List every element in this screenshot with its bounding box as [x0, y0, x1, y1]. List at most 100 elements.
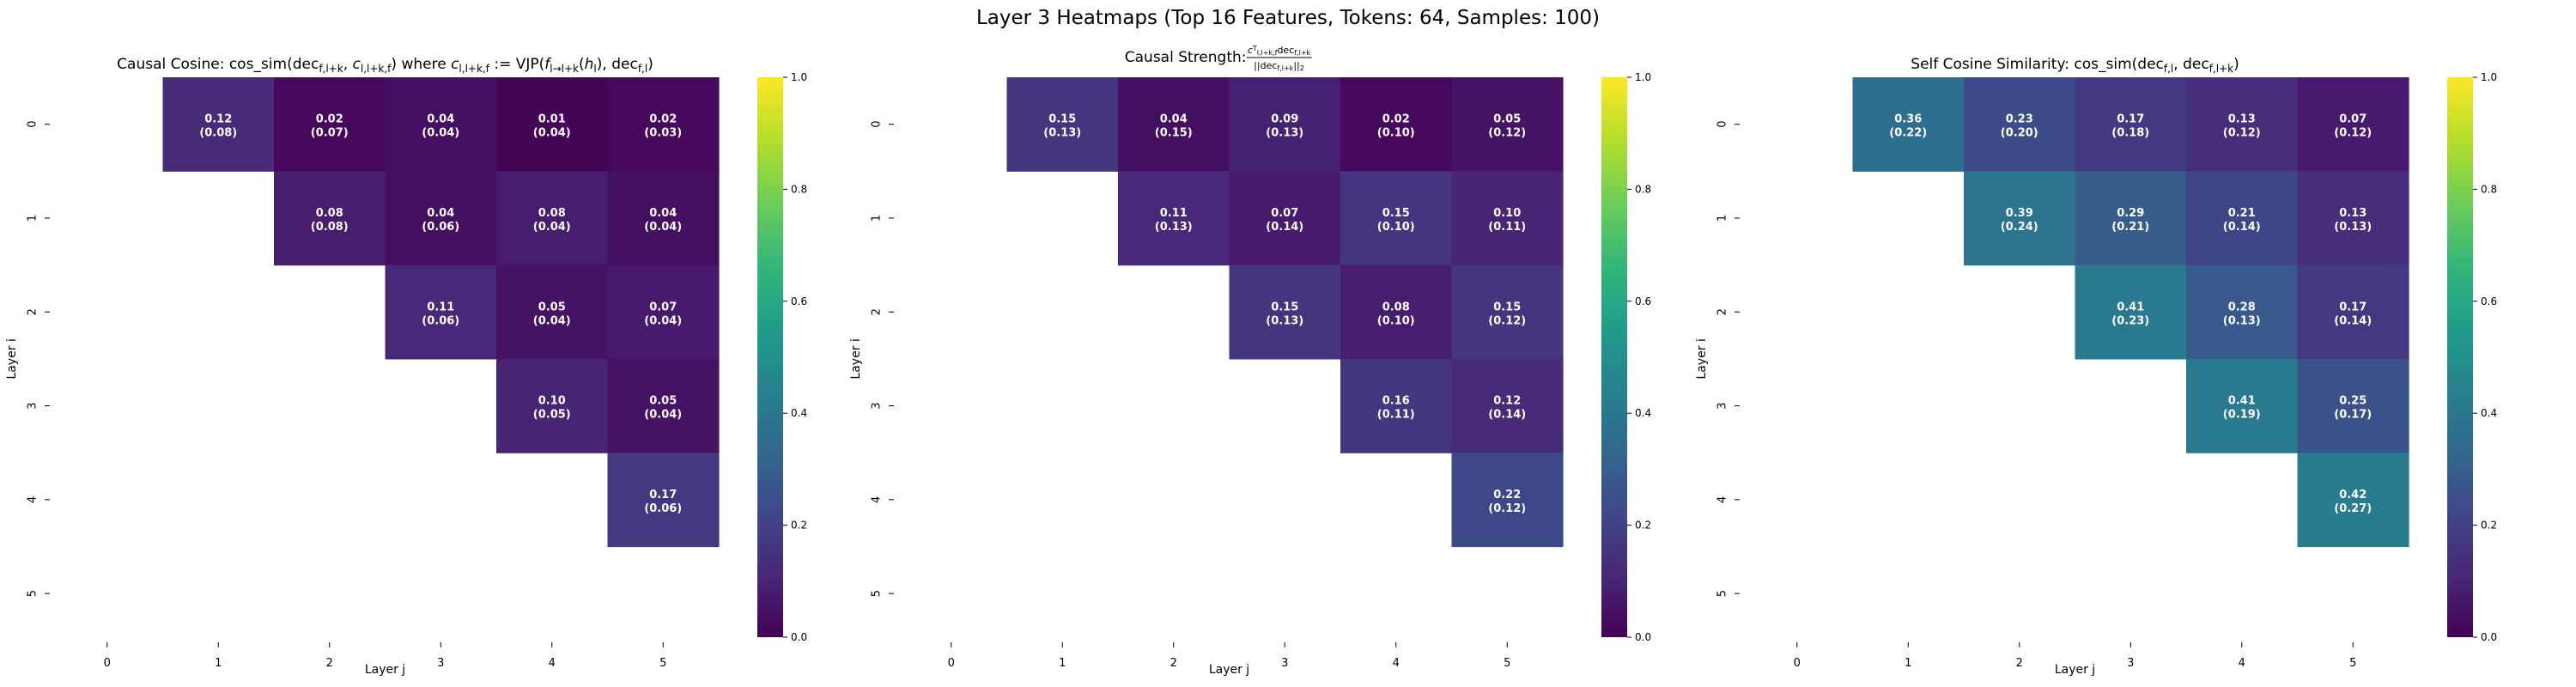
cell-std-label: (0.24)	[2001, 221, 2038, 234]
cell-std-label: (0.04)	[533, 221, 571, 234]
y-tick-label: 0	[871, 121, 884, 128]
x-tick-label: 5	[1504, 657, 1510, 670]
cell-std-label: (0.05)	[533, 409, 571, 422]
cell-std-label: (0.14)	[1266, 221, 1303, 234]
colorbar-tick-label: 0.0	[791, 631, 807, 643]
panel-title: Causal Strength:	[1125, 49, 1247, 66]
y-tick-label: 4	[1716, 496, 1729, 503]
cell-std-label: (0.12)	[1488, 502, 1526, 515]
cell-std-label: (0.04)	[644, 314, 682, 327]
cell-value-label: 0.42	[2339, 489, 2366, 502]
x-tick-label: 1	[215, 657, 222, 670]
heatmap-cell	[496, 358, 609, 453]
colorbar-tick-label: 0.8	[1635, 183, 1651, 195]
heatmap-cell	[496, 77, 609, 172]
cell-value-label: 0.07	[2339, 113, 2366, 126]
heatmap-cell	[2186, 171, 2299, 266]
colorbar-tick-label: 0.6	[2481, 295, 2497, 307]
cell-std-label: (0.17)	[2334, 409, 2372, 422]
cell-value-label: 0.17	[2339, 301, 2366, 313]
heatmap-cell	[1451, 264, 1564, 360]
heatmap-cell	[1852, 77, 1965, 172]
cell-value-label: 0.05	[538, 301, 566, 313]
heatmap-cell	[1229, 77, 1341, 172]
heatmap-cell	[607, 77, 720, 172]
heatmap-cell	[2297, 77, 2409, 172]
heatmap-cell	[1451, 453, 1564, 548]
heatmap-panel-3: Self Cosine Similarity: cos_sim(decf,l, …	[1695, 56, 2497, 677]
colorbar-tick-label: 0.4	[2481, 407, 2497, 419]
cell-value-label: 0.04	[427, 207, 454, 220]
x-tick-label: 3	[2127, 657, 2134, 670]
heatmap-cell	[385, 77, 497, 172]
colorbar-tick-label: 0.8	[791, 183, 807, 195]
cell-std-label: (0.13)	[1155, 221, 1193, 234]
cell-value-label: 0.11	[427, 301, 454, 313]
cell-std-label: (0.07)	[311, 127, 349, 140]
y-tick-label: 1	[1716, 215, 1729, 222]
heatmap-cell	[385, 171, 497, 266]
cell-value-label: 0.12	[204, 113, 232, 126]
heatmap-cell	[1451, 358, 1564, 453]
colorbar-tick-label: 0.2	[791, 520, 807, 532]
y-tick-label: 3	[1716, 402, 1729, 409]
cell-std-label: (0.04)	[422, 127, 459, 140]
heatmap-cell	[2075, 171, 2187, 266]
heatmap-cell	[274, 171, 386, 266]
heatmap-cell	[1118, 171, 1230, 266]
cell-value-label: 0.17	[2117, 113, 2144, 126]
cell-std-label: (0.14)	[2334, 314, 2372, 327]
panel-title-denominator: ||decf,l+k||2	[1254, 60, 1304, 72]
colorbar-tick-label: 0.2	[1635, 520, 1651, 532]
heatmap-cell	[1340, 264, 1453, 360]
x-tick-label: 0	[1794, 657, 1801, 670]
colorbar	[1601, 77, 1627, 637]
colorbar-tick-label: 1.0	[1635, 71, 1651, 83]
heatmap-cell	[1964, 171, 2076, 266]
cell-value-label: 0.13	[2228, 113, 2256, 126]
cell-std-label: (0.06)	[422, 314, 459, 327]
y-tick-label: 0	[27, 121, 39, 128]
cell-value-label: 0.28	[2228, 301, 2256, 313]
cell-std-label: (0.12)	[1488, 127, 1526, 140]
y-tick-label: 5	[27, 590, 39, 597]
cell-value-label: 0.13	[2339, 207, 2366, 220]
cell-value-label: 0.07	[1271, 207, 1298, 220]
colorbar-tick-label: 0.8	[2481, 183, 2497, 195]
heatmap-panel-1: Causal Cosine: cos_sim(decf,l+k, cl,l+k,…	[5, 56, 807, 677]
heatmap-cell	[607, 453, 720, 548]
cell-value-label: 0.15	[1382, 207, 1410, 220]
x-tick-label: 2	[326, 657, 333, 670]
heatmap-cell	[1340, 358, 1453, 453]
heatmap-cell	[2186, 264, 2299, 360]
x-tick-label: 3	[437, 657, 444, 670]
colorbar-tick-label: 0.4	[791, 407, 807, 419]
cell-std-label: (0.13)	[1043, 127, 1081, 140]
cell-value-label: 0.11	[1160, 207, 1188, 220]
cell-value-label: 0.08	[1382, 301, 1410, 313]
cell-std-label: (0.13)	[2334, 221, 2372, 234]
cell-std-label: (0.12)	[1488, 314, 1526, 327]
figure-title: Layer 3 Heatmaps (Top 16 Features, Token…	[975, 7, 1601, 29]
cell-std-label: (0.11)	[1488, 221, 1526, 234]
cell-value-label: 0.25	[2339, 395, 2366, 408]
cell-value-label: 0.04	[1160, 113, 1188, 126]
y-tick-label: 1	[27, 215, 39, 222]
x-tick-label: 5	[2349, 657, 2356, 670]
cell-value-label: 0.22	[1493, 489, 1521, 502]
cell-std-label: (0.04)	[533, 127, 571, 140]
heatmap-cell	[607, 171, 720, 266]
x-axis-label: Layer j	[2055, 663, 2095, 677]
heatmap-cell	[1451, 171, 1564, 266]
cell-std-label: (0.08)	[311, 221, 349, 234]
x-axis-label: Layer j	[365, 663, 405, 677]
cell-value-label: 0.07	[649, 301, 677, 313]
heatmap-cell	[2297, 453, 2409, 548]
cell-std-label: (0.10)	[1377, 127, 1415, 140]
x-tick-label: 0	[104, 657, 111, 670]
cell-value-label: 0.04	[427, 113, 454, 126]
cell-value-label: 0.05	[1493, 113, 1521, 126]
cell-std-label: (0.10)	[1377, 221, 1415, 234]
x-axis-label: Layer j	[1209, 663, 1249, 677]
